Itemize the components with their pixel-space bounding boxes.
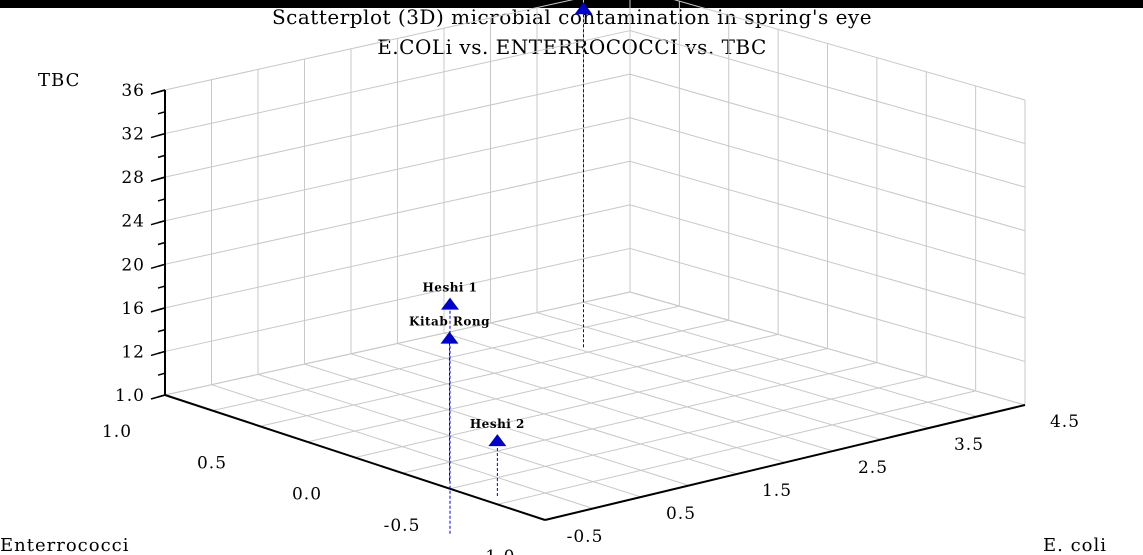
- wall-grid-line: [629, 247, 1026, 362]
- z-minor-tick: [157, 350, 166, 355]
- z-tick-label: 12: [121, 342, 145, 362]
- z-minor-tick: [157, 263, 166, 268]
- wall-grid-line: [164, 247, 631, 352]
- grid-layer: [164, 0, 1026, 521]
- x-tick-label: 4.5: [1050, 412, 1080, 432]
- x-axis-line: [544, 404, 1026, 521]
- z-minor-tick: [157, 198, 166, 202]
- wall-grid-line: [164, 117, 631, 222]
- wall-grid-line: [673, 0, 1026, 101]
- floor-grid-line: [497, 390, 976, 505]
- wall-grid-line: [164, 291, 631, 396]
- wall-grid-line: [164, 30, 631, 135]
- z-minor-tick: [157, 111, 166, 115]
- z-minor-tick: [157, 89, 166, 93]
- z-minor-tick: [157, 328, 166, 333]
- point-label: Kitab Rong: [409, 315, 490, 329]
- floor-grid-line: [354, 348, 828, 458]
- wall-grid-line: [629, 204, 1026, 319]
- chart-title: Scatterplot (3D) microbial contamination…: [272, 5, 872, 29]
- z-minor-tick: [157, 132, 166, 137]
- z-tick-label: 1.0: [115, 386, 145, 406]
- z-tick-label: 16: [121, 299, 145, 319]
- floor-grid-line: [259, 319, 729, 427]
- z-minor-tick: [157, 372, 166, 376]
- wall-grid-line: [164, 0, 574, 91]
- x-tick-label: 3.5: [954, 435, 984, 455]
- z-minor-tick: [157, 394, 166, 398]
- x-tick-label: -0.5: [567, 527, 604, 547]
- z-minor-tick: [157, 285, 166, 289]
- wall-grid-line: [629, 160, 1026, 275]
- z-axis-label: TBC: [38, 70, 80, 91]
- wall-grid-line: [629, 117, 1026, 232]
- floor-grid-line: [402, 362, 877, 474]
- y-tick-label: 0.0: [292, 485, 322, 505]
- x-tick-label: 0.5: [666, 504, 696, 524]
- floor-grid-line: [449, 376, 927, 490]
- wall-grid-line: [164, 204, 631, 309]
- z-tick-label: 28: [121, 168, 145, 188]
- point-marker: [488, 434, 507, 447]
- z-minor-tick: [157, 241, 166, 246]
- wall-grid-line: [629, 291, 1026, 406]
- point-marker: [574, 2, 593, 15]
- y-tick-label: 0.5: [197, 453, 227, 473]
- tick-label-layer: 1.0 12 16 20 24 28 32 36 -1.0 -0.5 0.0 0.5 1.0 -0.5 0.…: [102, 81, 1080, 555]
- x-tick-label: 2.5: [858, 458, 888, 478]
- floor-grid-line: [307, 333, 779, 443]
- z-minor-tick: [157, 154, 166, 159]
- z-tick-label: 36: [121, 81, 145, 101]
- point-marker: [440, 331, 459, 344]
- z-minor-tick: [157, 219, 166, 224]
- wall-grid-line: [164, 160, 631, 265]
- point-label: Heshi 2: [470, 417, 525, 431]
- z-minor-tick: [157, 307, 166, 311]
- wall-grid-line: [629, 73, 1026, 188]
- z-tick-label: 24: [121, 212, 145, 232]
- wall-grid-line: [629, 30, 1026, 145]
- point-marker: [441, 297, 459, 310]
- x-axis-label: E. coli: [1043, 535, 1107, 555]
- z-tick-label: 20: [121, 255, 145, 275]
- z-minor-tick: [157, 176, 166, 180]
- floor-grid-line: [212, 305, 680, 412]
- y-axis-label: Enterrococci: [0, 535, 130, 555]
- top-border-bar: [0, 0, 1143, 8]
- wall-grid-line: [164, 73, 631, 178]
- y-tick-label: -0.5: [384, 516, 421, 536]
- chart-subtitle: E.COLi vs. ENTERROCOCCI vs. TBC: [377, 35, 767, 59]
- point-label: Heshi 1: [422, 281, 477, 295]
- z-tick-label: 32: [121, 125, 145, 145]
- y-tick-label: 1.0: [102, 422, 132, 442]
- y-axis-line: [164, 394, 546, 521]
- x-tick-label: 1.5: [762, 481, 792, 501]
- y-tick-label: -1.0: [479, 547, 516, 555]
